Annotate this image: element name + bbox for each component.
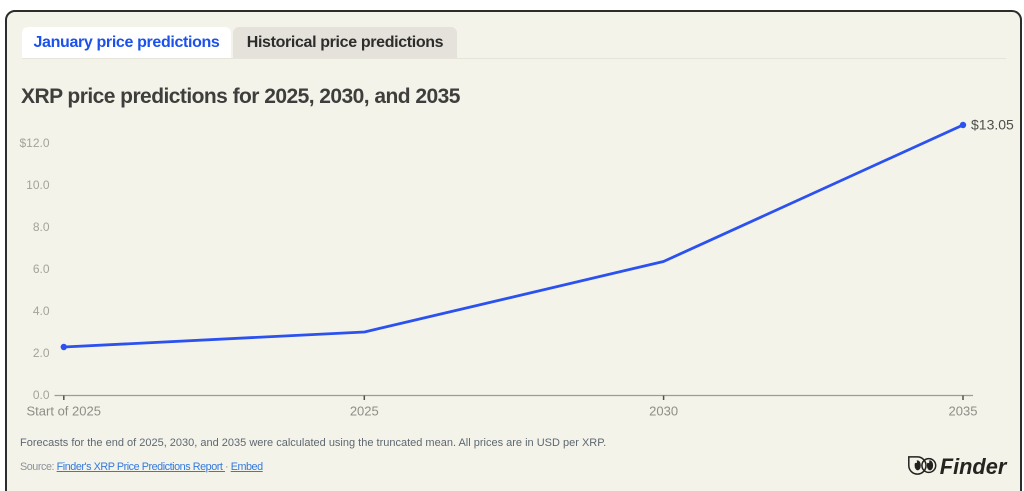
svg-text:$12.0: $12.0 <box>19 136 49 150</box>
svg-text:2030: 2030 <box>649 404 678 419</box>
svg-text:Start of 2025: Start of 2025 <box>27 404 101 419</box>
svg-text:4.0: 4.0 <box>33 304 50 318</box>
svg-text:0.0: 0.0 <box>33 388 50 402</box>
svg-text:2035: 2035 <box>949 404 978 419</box>
svg-text:$13.05: $13.05 <box>971 117 1014 133</box>
svg-text:2025: 2025 <box>350 404 379 419</box>
svg-text:6.0: 6.0 <box>33 262 50 276</box>
svg-text:Finder: Finder <box>940 454 1008 479</box>
svg-text:10.0: 10.0 <box>26 178 50 192</box>
svg-text:8.0: 8.0 <box>33 220 50 234</box>
svg-text:2.0: 2.0 <box>33 346 50 360</box>
